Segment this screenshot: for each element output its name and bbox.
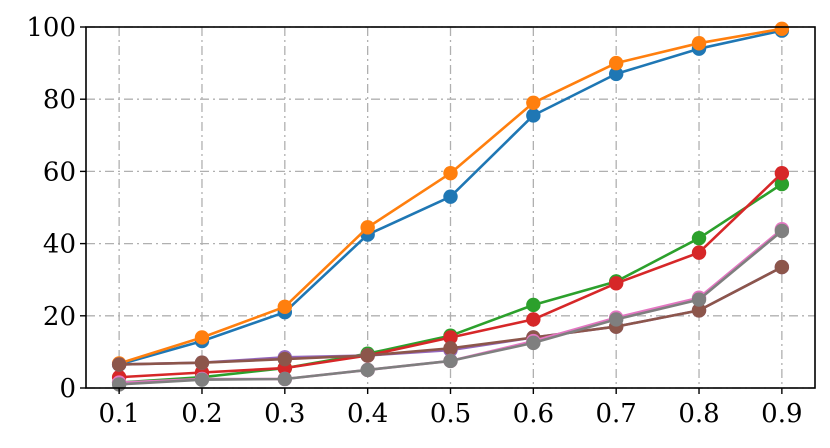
data-point [277,351,293,367]
data-point [360,220,375,235]
x-tick-label: 0.6 [513,399,554,429]
data-point [526,312,541,327]
data-point [443,341,458,356]
data-point [443,330,458,345]
data-point [774,259,790,275]
data-point [774,176,790,192]
data-point [774,21,790,37]
x-tick-label: 0.4 [347,399,388,429]
data-point [608,312,624,327]
data-point [526,95,541,111]
y-tick-label: 40 [43,230,76,260]
data-point [443,166,458,181]
data-point [608,55,624,71]
x-tick-label: 0.5 [430,399,471,429]
y-tick-label: 20 [43,302,76,332]
data-point [111,357,127,372]
data-point [277,299,293,314]
y-tick-label: 80 [43,85,76,115]
x-tick-label: 0.3 [264,399,305,429]
data-point [774,223,790,239]
x-tick-label: 0.1 [98,399,139,429]
data-point [277,371,293,387]
data-point [691,303,707,318]
data-point [443,353,458,369]
y-tick-label: 100 [26,13,76,43]
x-tick-label: 0.9 [761,399,802,429]
data-point [774,166,790,181]
data-point [526,297,541,313]
data-point [608,276,624,291]
series-6 [111,259,790,372]
data-point [691,230,707,246]
data-point [194,372,210,387]
data-point [608,66,624,82]
x-tick-label: 0.7 [596,399,637,429]
x-tick-label: 0.2 [181,399,222,429]
data-point [691,292,707,307]
data-point [360,362,375,378]
data-point [194,330,210,345]
data-point [360,348,375,363]
data-point [691,36,707,51]
data-point [526,335,541,351]
series-8 [111,223,790,392]
series-layer [111,21,790,392]
data-point [443,189,458,204]
data-point [526,108,541,123]
data-point [194,355,210,370]
y-tick-label: 60 [43,157,76,187]
x-tick-label: 0.8 [678,399,719,429]
y-tick-label: 0 [59,374,76,404]
data-point [691,245,707,260]
axis-ticks: 0.1 0.2 0.3 0.4 0.5 0.6 0.7 0.8 0.9 0 20 40 60 80 100 [26,13,802,429]
